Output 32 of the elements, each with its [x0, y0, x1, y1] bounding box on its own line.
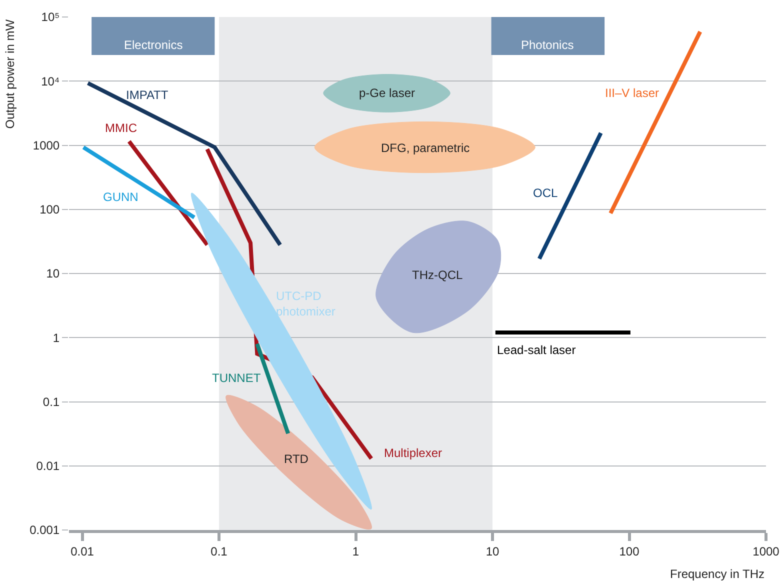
- series-label: MMIC: [105, 121, 138, 135]
- series-label: RTD: [284, 452, 309, 466]
- series-label: THz-QCL: [412, 268, 463, 282]
- series-label: OCL: [533, 186, 558, 200]
- y-tick-label: 0.01: [36, 459, 60, 474]
- x-tick-label: 1: [352, 544, 360, 558]
- y-tick-label: 1: [52, 330, 60, 345]
- x-tick-label: 100: [619, 544, 640, 558]
- series-label: TUNNET: [212, 371, 262, 385]
- series-label: DFG, parametric: [381, 141, 470, 155]
- x-tick-label: 10: [486, 544, 500, 558]
- y-tick-label: 0.001: [30, 523, 60, 538]
- y-tick-label: 10: [46, 266, 60, 281]
- y-tick-label: 10⁵: [41, 10, 60, 24]
- x-tick-label: 0.01: [70, 544, 94, 558]
- x-tick-label: 0.1: [210, 544, 228, 558]
- series-label: III–V laser: [605, 86, 660, 100]
- band-label: Photonics: [521, 38, 574, 52]
- y-tick-label: 1000: [32, 138, 60, 152]
- x-axis-title: Frequency in THz: [670, 567, 764, 581]
- series-label: IMPATT: [126, 88, 169, 102]
- y-tick-label: 100: [40, 202, 60, 217]
- y-tick-label: 10⁴: [41, 74, 60, 88]
- y-axis-title: Output power in mW: [2, 18, 17, 129]
- series-label: Lead-salt laser: [497, 343, 576, 357]
- series-label: Multiplexer: [384, 446, 442, 460]
- x-tick-label: 1000: [752, 544, 780, 558]
- band-label: Electronics: [124, 38, 183, 52]
- series-label: GUNN: [103, 190, 138, 204]
- y-tick-label: 0.1: [42, 394, 60, 409]
- series-label: UTC-PD photomixer: [276, 289, 336, 319]
- series-label: p-Ge laser: [359, 86, 416, 100]
